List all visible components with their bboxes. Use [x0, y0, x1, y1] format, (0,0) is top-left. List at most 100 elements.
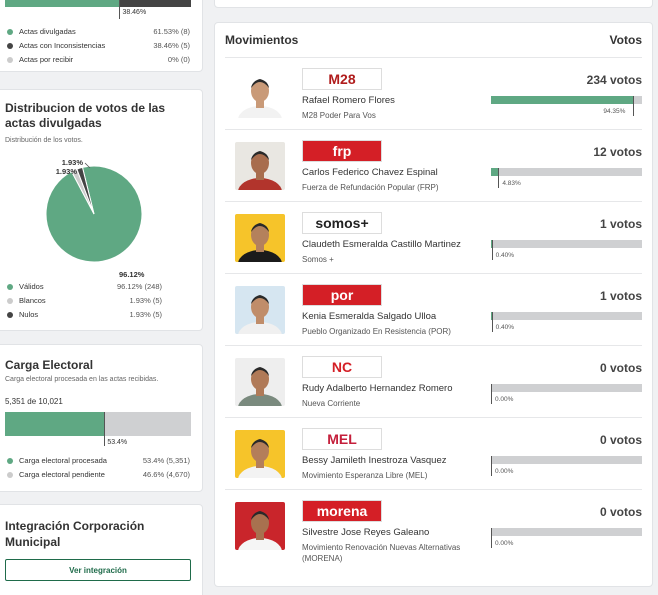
votos-header: Votos — [609, 33, 642, 47]
integracion-card: Integración Corporación Municipal Ver in… — [0, 504, 203, 595]
legend-value: 38.46% (5) — [153, 41, 190, 50]
votes-pie-chart: 1.93%1.93% 96.12% — [45, 158, 145, 279]
ver-integracion-button[interactable]: Ver integración — [5, 559, 191, 581]
vote-pct: 0.00% — [495, 396, 514, 403]
candidate-photo — [235, 286, 285, 334]
carga-card: Carga Electoral Carga electoral procesad… — [0, 344, 203, 492]
party-logo: MEL — [302, 428, 382, 450]
candidate-photo — [235, 502, 285, 550]
carga-title: Carga Electoral — [5, 358, 94, 372]
legend-label: Actas por recibir — [19, 55, 74, 64]
actas-card: 38.46% Actas divulgadas 61.53% (8) Actas… — [0, 0, 203, 72]
legend-label: Válidos — [19, 282, 44, 291]
legend-label: Blancos — [19, 296, 46, 305]
candidate-row: frp Carlos Federico Chavez Espinal Fuerz… — [225, 129, 642, 201]
person-silhouette-icon — [238, 511, 282, 550]
party-name: M28 Poder Para Vos — [302, 111, 376, 120]
party-logo-text: morena — [316, 503, 368, 519]
legend-label: Carga electoral procesada — [19, 456, 107, 465]
party-name: Movimiento Esperanza Libre (MEL) — [302, 471, 428, 480]
vote-pct: 94.35% — [603, 108, 626, 115]
legend-actas-divulgadas: Actas divulgadas 61.53% (8) — [7, 27, 190, 36]
legend-dot-icon — [7, 471, 13, 478]
candidate-votes: 12 votos — [593, 145, 642, 159]
legend-label: Actas divulgadas — [19, 27, 76, 36]
vote-bar-tick — [498, 168, 500, 188]
pie-label-nulos: 1.93% — [56, 167, 78, 176]
top-right-card — [214, 0, 653, 8]
candidate-votes: 1 votos — [599, 217, 642, 231]
candidate-row: por Kenia Esmeralda Salgado Ulloa Pueblo… — [225, 273, 642, 345]
party-logo: somos+ — [302, 212, 382, 234]
candidate-name: Rudy Adalberto Hernandez Romero — [302, 383, 453, 394]
pie-label-blancos: 1.93% — [62, 158, 84, 167]
person-silhouette-icon — [238, 223, 282, 262]
pie-leader-line — [84, 162, 91, 169]
legend-dot-icon — [7, 42, 13, 49]
distribucion-card: Distribucion de votos de las actas divul… — [0, 89, 203, 331]
party-logo-text: frp — [332, 143, 352, 159]
candidate-name: Rafael Romero Flores — [302, 95, 395, 106]
party-logo: morena — [302, 500, 382, 522]
party-logo: frp — [302, 140, 382, 162]
vote-bar-tick — [491, 384, 492, 404]
legend-actas-inconsistencias: Actas con Inconsistencias 38.46% (5) — [7, 41, 190, 50]
candidate-vote-bar — [491, 312, 642, 332]
vote-bar-fill — [491, 96, 634, 104]
distribucion-title: Distribucion de votos de las actas divul… — [5, 101, 166, 130]
legend-value: 0% (0) — [167, 55, 190, 64]
vote-bar-fill — [491, 168, 499, 176]
legend-carga-pendiente: Carga electoral pendiente 46.6% (4,670) — [7, 470, 190, 479]
candidate-name: Carlos Federico Chavez Espinal — [302, 167, 438, 178]
carga-subtitle: Carga electoral procesada en las actas r… — [5, 376, 159, 383]
vote-bar-fill — [491, 312, 492, 320]
party-logo-text: somos+ — [315, 215, 369, 231]
candidate-name: Bessy Jamileth Inestroza Vasquez — [302, 455, 447, 466]
candidate-votes: 0 votos — [599, 433, 642, 447]
candidate-vote-bar — [491, 240, 642, 260]
vote-pct: 4.83% — [502, 180, 521, 187]
party-name: Movimiento Renovación Nuevas Alternativa… — [302, 543, 461, 563]
candidate-name: Silvestre Jose Reyes Galeano — [302, 527, 430, 538]
party-logo: M28 — [302, 68, 382, 90]
pie-slice-válidos — [45, 165, 143, 263]
vote-bar-tick — [491, 312, 493, 332]
party-name: Somos + — [302, 255, 334, 264]
person-silhouette-icon — [238, 439, 282, 478]
candidate-photo — [235, 358, 285, 406]
person-silhouette-icon — [238, 79, 282, 118]
legend-value: 53.4% (5,351) — [142, 456, 190, 465]
candidate-votes: 0 votos — [599, 361, 642, 375]
vote-bar-tick — [633, 96, 635, 116]
legend-value: 1.93% (5) — [129, 310, 162, 319]
candidate-row: M28 Rafael Romero Flores M28 Poder Para … — [225, 57, 642, 129]
actas-progress-bar — [5, 0, 191, 7]
movimientos-card: Movimientos Votos M28 Rafael Romero Flor… — [214, 22, 653, 587]
carga-procesada-fill — [5, 412, 105, 436]
legend-dot-icon — [7, 297, 13, 304]
party-name: Pueblo Organizado En Resistencia (POR) — [302, 327, 451, 336]
candidate-photo — [235, 430, 285, 478]
actas-bar-tick — [119, 0, 121, 19]
candidate-row: somos+ Claudeth Esmeralda Castillo Marti… — [225, 201, 642, 273]
carga-bar-pct: 53.4% — [107, 439, 128, 446]
pie-slice-nulos — [76, 166, 95, 215]
candidate-vote-bar — [491, 528, 642, 548]
actas-bar-pct: 38.46% — [122, 9, 147, 16]
legend-label: Nulos — [19, 310, 39, 319]
legend-value: 96.12% (248) — [116, 282, 162, 291]
vote-pct: 0.00% — [495, 468, 514, 475]
legend-value: 1.93% (5) — [129, 296, 162, 305]
party-logo-text: M28 — [328, 71, 356, 87]
person-silhouette-icon — [238, 151, 282, 190]
party-name: Fuerza de Refundación Popular (FRP) — [302, 183, 439, 192]
party-logo-text: NC — [331, 359, 353, 375]
carga-count: 5,351 de 10,021 — [5, 397, 63, 406]
legend-dot-icon — [7, 56, 13, 63]
legend-carga-procesada: Carga electoral procesada 53.4% (5,351) — [7, 456, 190, 465]
candidate-name: Kenia Esmeralda Salgado Ulloa — [302, 311, 437, 322]
candidate-vote-bar — [491, 456, 642, 476]
movimientos-title: Movimientos — [225, 33, 299, 47]
person-silhouette-icon — [238, 367, 282, 406]
legend-label: Carga electoral pendiente — [19, 470, 105, 479]
